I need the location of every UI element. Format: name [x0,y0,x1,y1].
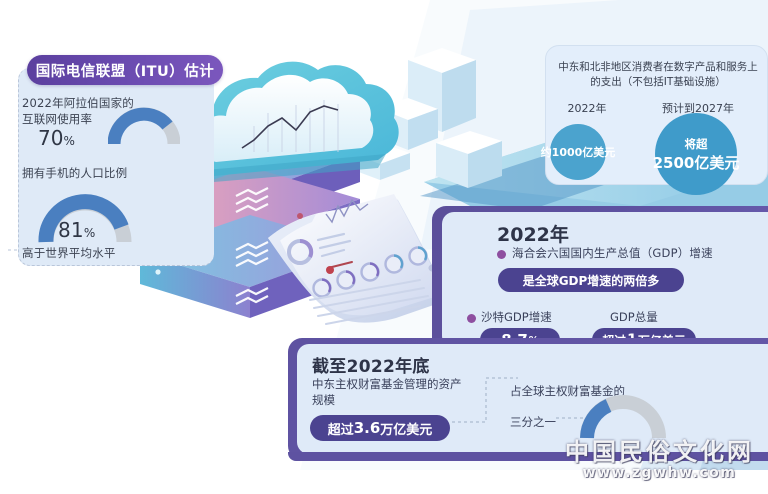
swf-title: 截至2022年底 [312,357,430,377]
itu-internet-usage-label: 2022年阿拉伯国家的互联网使用率 [22,96,134,126]
swf-subtitle: 中东主权财富基金管理的资产规模 [312,377,462,407]
itu-mobile-share-label: 拥有手机的人口比例 [22,166,128,180]
swf-pill-suffix: 万亿美元 [380,422,433,438]
itu-value2-unit: % [83,226,96,240]
bottom-accent-strip [288,452,768,461]
itu-value2-number: 81 [58,218,84,242]
document-gauges [312,246,428,298]
gdp-saudi-label: 沙特GDP增速 [481,310,552,324]
mena-value-2027-prefix: 将超 [684,136,708,151]
gdp-gcc-label: 海合会六国国内生产总值（GDP）增速 [512,246,713,260]
swf-global-share-label: 占全球主权财富基金的 [510,384,625,398]
mena-bubble-2022: 约1000亿美元 [541,124,615,180]
mena-panel-heading: 中东和北非地区消费者在数字产品和服务上的支出（不包括IT基础设施） [558,61,758,88]
bullet-dot-icon [467,314,476,323]
document-donut-icon [287,238,314,265]
itu-value1-number: 70 [38,126,64,150]
itu-value1-unit: % [63,134,75,148]
dashed-connector [452,377,518,423]
gdp-total-label: GDP总量 [610,310,658,324]
gauge-mobile-ownership [38,194,132,243]
mena-value-2027: 2500亿美元 [652,153,740,172]
swf-assets-pill: 超过 3.6 万亿美元 [310,415,450,441]
gauge-global-swf-share [580,395,666,439]
swf-pill-number: 3.6 [353,419,381,437]
itu-internet-usage-value: 70% [38,128,75,149]
gdp-double-growth-pill: 是全球GDP增速的两倍多 [498,268,684,292]
mena-value-2022: 约1000亿美元 [540,146,616,159]
mena-label-2022: 2022年 [567,102,607,115]
mena-label-2027: 预计到2027年 [662,102,734,115]
itu-mobile-share-value: 81% [58,220,96,241]
gauge-internet-usage [108,107,180,145]
itu-panel-title: 国际电信联盟（ITU）估计 [27,55,223,85]
watermark-url: www.zgwhw.com [582,465,737,481]
swf-pill-prefix: 超过 [327,422,354,438]
bullet-dot-icon [497,250,506,259]
gdp-year-heading: 2022年 [497,224,569,246]
line-chart-icon [241,100,339,152]
itu-above-average-note: 高于世界平均水平 [22,246,116,260]
mena-bubble-2027: 将超 2500亿美元 [652,113,740,195]
swf-global-share-value: 三分之一 [510,415,556,429]
